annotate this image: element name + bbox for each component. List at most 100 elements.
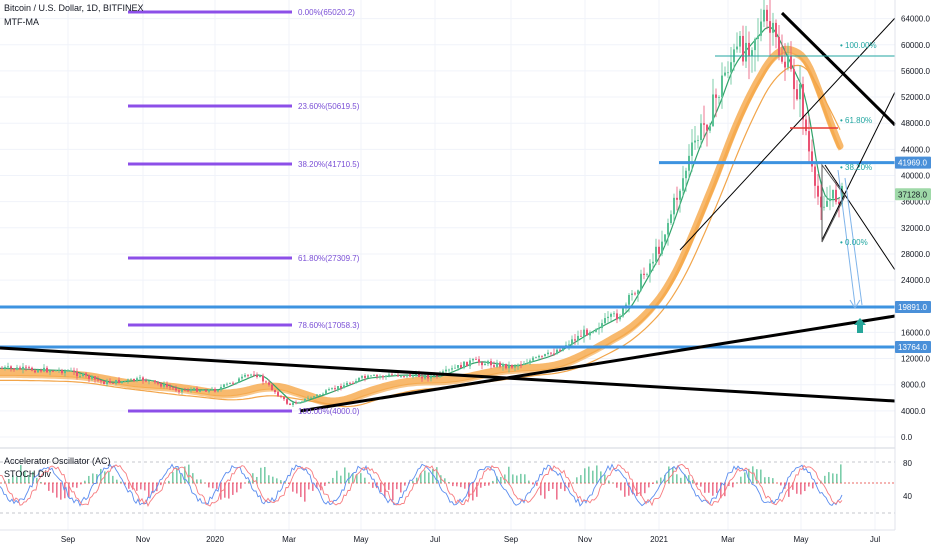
ac-bar [492,480,494,483]
ac-bar [664,474,666,483]
candle-body [196,388,198,392]
ac-bar [416,477,418,483]
fibonacci-levels: 0.00%(65020.2) 23.60%(50619.5) 38.20%(4171… [128,8,360,416]
candle-body [352,383,354,384]
candle-body [481,362,483,366]
candle-body [637,290,639,295]
ac-bar [48,483,50,491]
ac-bar [240,483,242,489]
oscillator-title: Accelerator Oscillator (AC) [4,456,111,466]
candle-body [145,380,147,382]
candle-body [841,185,843,205]
candle-body [67,370,69,372]
ac-bar [300,483,302,498]
candle-body [436,375,438,377]
candle-body [40,370,42,372]
candle-body [253,374,255,376]
ac-bar [436,467,438,483]
x-tick-label: Sep [61,535,76,544]
candle-body [559,349,561,351]
ac-bar [580,475,582,483]
candle-body [514,366,516,368]
candle-body [619,316,621,320]
candle-body [211,388,213,390]
ac-bar [480,483,482,488]
candle-body [712,94,714,127]
ac-bar [488,483,490,486]
ac-bar [672,467,674,483]
ac-bar [768,476,770,483]
ac-bar [512,474,514,483]
candle-body [655,246,657,262]
ac-bar [692,479,694,483]
candle-body [187,390,189,391]
candle-body [412,375,414,377]
y-tick-label: 4000.0 [901,407,926,416]
candle-body [787,56,789,68]
ac-bar [116,479,118,483]
candle-body [805,119,807,132]
candle-body [634,293,636,295]
ac-bar [412,480,414,483]
candle-body [478,359,480,363]
candle-body [103,381,105,385]
candle-body [838,201,840,205]
candle-body [496,362,498,367]
ac-bar [332,477,334,483]
ac-bar [140,483,142,490]
ac-bar [120,481,122,483]
ac-bar [124,483,126,485]
ac-bar [356,474,358,483]
candle-body [766,9,768,22]
candle-body [811,151,813,167]
ac-bar [676,474,678,483]
candle-body [430,376,432,379]
candle-body [646,274,648,276]
candle-body [247,374,249,376]
candle-body [136,378,138,381]
candle-body [298,402,300,404]
ac-bar [728,483,730,487]
candle-body [487,361,489,364]
ac-bar [736,482,738,483]
ac-bar [632,483,634,495]
ac-bar [508,466,510,483]
indicator-title: MTF-MA [4,17,39,27]
candle-body [400,376,402,377]
candle-body [757,35,759,39]
ac-bar [592,470,594,483]
ac-bar [224,483,226,498]
ac-bar [708,483,710,493]
candle-body [214,388,216,392]
ac-bar [256,476,258,483]
candle-body [376,375,378,377]
candle-body [592,331,594,333]
candle-body [385,375,387,378]
ac-bar [584,468,586,483]
candle-body [241,376,243,379]
ac-bar [136,483,138,491]
ac-bar [384,483,386,498]
ac-bar [280,480,282,483]
ac-bar [712,483,714,496]
candle-body [727,72,729,74]
projection-arrow-2 [844,177,863,306]
candle-body [163,384,165,387]
price-candles [1,0,843,408]
ac-bar [596,465,598,483]
candle-body [427,375,429,379]
candle-body [484,363,486,366]
ac-bar [788,483,790,497]
candle-body [523,363,525,365]
ac-bar [724,483,726,497]
candle-body [556,349,558,354]
candle-body [601,323,603,329]
candle-body [676,197,678,200]
ac-bar [388,483,390,490]
candle-body [460,365,462,368]
ac-bar [32,471,34,483]
ac-bar [740,476,742,483]
candle-body [115,379,117,384]
candle-body [517,364,519,367]
candle-body [160,383,162,387]
